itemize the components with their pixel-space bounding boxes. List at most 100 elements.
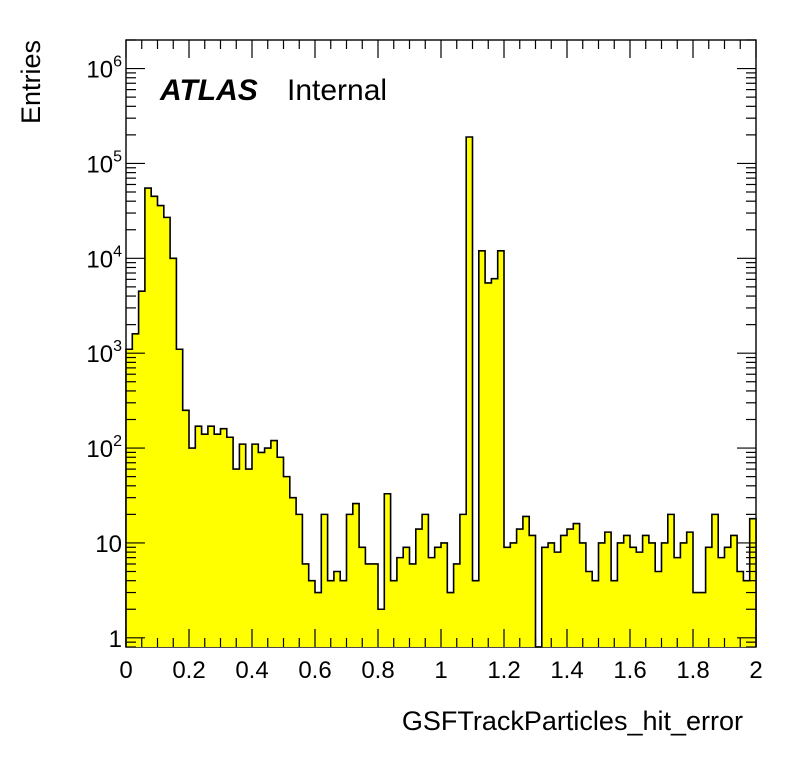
axis-ticks (125, 39, 757, 648)
histogram-bar (693, 592, 700, 647)
y-tick-label: 1 (109, 626, 122, 653)
histogram-bar (680, 542, 688, 647)
histogram-bar (497, 250, 505, 648)
histogram-bar (447, 592, 454, 647)
histogram-bar (478, 250, 486, 648)
histogram-bar (661, 542, 669, 647)
histogram-bar (321, 514, 328, 647)
x-tick-label: 0.8 (361, 657, 394, 684)
histogram-bar (711, 514, 719, 647)
histogram-bar (226, 437, 234, 647)
histogram-bar (724, 547, 732, 647)
histogram-bar (138, 291, 146, 647)
histogram-bar (396, 557, 404, 647)
histogram-bar (585, 571, 593, 647)
histogram-bar (384, 493, 391, 647)
histogram-bar (541, 547, 549, 647)
x-tick-labels: 0 0.2 0.4 0.6 0.8 1 1.2 1.4 1.6 1.8 2 (119, 657, 762, 684)
histogram-bar (743, 580, 751, 647)
histogram-bar (371, 563, 379, 647)
histogram-bar (170, 258, 177, 647)
y-tick-label: 103 (86, 338, 122, 368)
histogram-bar (144, 188, 152, 647)
histogram-bar (737, 571, 744, 647)
histogram-bar (434, 547, 442, 647)
x-tick-label: 0.4 (235, 657, 268, 684)
histogram-bar (409, 563, 417, 647)
histogram-bar (705, 547, 713, 647)
histogram-bar (749, 518, 757, 647)
histogram-bar (346, 514, 354, 647)
histogram-bar (365, 563, 373, 647)
histogram-bar (233, 469, 240, 647)
histogram-bar (718, 557, 725, 647)
y-tick-label: 104 (86, 243, 122, 273)
histogram-bar (352, 503, 360, 647)
histogram-bar (201, 434, 209, 647)
histogram-bar (699, 592, 706, 647)
histogram-bar (529, 535, 536, 647)
histogram-bar (686, 532, 694, 647)
histogram-bar (277, 457, 284, 647)
histogram-bar (252, 444, 259, 647)
histogram-bar (270, 440, 278, 647)
histogram-bar (554, 552, 562, 647)
histogram-bar (428, 557, 436, 647)
y-tick-labels: 1 10 102 103 104 105 106 (86, 54, 122, 653)
x-tick-label: 2 (749, 657, 762, 684)
histogram-bar (157, 205, 165, 647)
histogram-outline (125, 136, 757, 648)
histogram-bar (308, 580, 316, 647)
histogram-bar (207, 426, 215, 647)
histogram-bar (579, 542, 587, 647)
histogram-bar (302, 563, 310, 647)
y-axis-title: Entries (16, 40, 46, 124)
histogram-bar (245, 469, 253, 647)
histogram-bar (567, 529, 574, 647)
histogram-bar (630, 547, 637, 647)
histogram-bar (151, 196, 158, 647)
histogram-bar (390, 580, 398, 647)
y-tick-label: 10 (95, 531, 122, 558)
histogram-bar (415, 529, 423, 647)
histogram-bar (573, 523, 580, 647)
histogram-bar (422, 514, 429, 647)
histogram-bar (548, 542, 555, 647)
histogram-bar (189, 448, 196, 647)
y-tick-label: 105 (86, 148, 122, 178)
histogram-bar (315, 592, 322, 647)
histogram-bars (125, 136, 757, 648)
histogram-bar (340, 580, 347, 647)
histogram-bar (667, 514, 675, 647)
histogram-bar (403, 547, 410, 647)
histogram-bar (642, 535, 650, 647)
histogram-bar (655, 571, 662, 647)
histogram-bar (485, 282, 492, 647)
histogram-bar (163, 217, 171, 647)
histogram-bar (466, 136, 473, 648)
histogram-bar (296, 514, 303, 647)
histogram-bar (378, 609, 385, 647)
histogram-bar (522, 516, 530, 647)
histogram-bar (333, 571, 341, 647)
histogram-bar (453, 563, 461, 647)
atlas-label: ATLAS (159, 74, 258, 107)
histogram-bar (289, 497, 297, 647)
histogram-bar (636, 552, 643, 647)
x-tick-label: 1.2 (487, 657, 520, 684)
histogram-bar (560, 535, 568, 647)
histogram-bar (239, 444, 247, 647)
histogram-bar (220, 428, 228, 647)
histogram-bar (491, 278, 499, 647)
y-tick-label: 106 (86, 54, 122, 84)
y-tick-label: 102 (86, 433, 122, 463)
histogram-bar (674, 557, 681, 647)
histogram-bar (648, 542, 656, 647)
histogram-bar (472, 580, 480, 647)
histogram-bar (504, 547, 511, 647)
histogram-bar (611, 580, 618, 647)
histogram-bar (176, 349, 184, 647)
histogram-bar (182, 410, 190, 647)
histogram-bar (623, 535, 631, 647)
